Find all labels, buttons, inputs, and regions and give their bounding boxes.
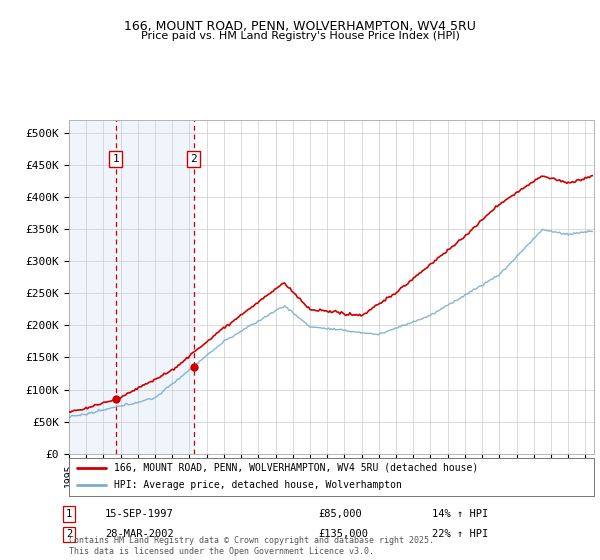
Text: 166, MOUNT ROAD, PENN, WOLVERHAMPTON, WV4 5RU (detached house): 166, MOUNT ROAD, PENN, WOLVERHAMPTON, WV… (113, 463, 478, 473)
Text: 22% ↑ HPI: 22% ↑ HPI (432, 529, 488, 539)
Text: 2: 2 (66, 529, 72, 539)
Text: Contains HM Land Registry data © Crown copyright and database right 2025.
This d: Contains HM Land Registry data © Crown c… (69, 536, 434, 556)
Text: £85,000: £85,000 (318, 509, 362, 519)
Text: Price paid vs. HM Land Registry's House Price Index (HPI): Price paid vs. HM Land Registry's House … (140, 31, 460, 41)
Text: 1: 1 (112, 154, 119, 164)
Text: HPI: Average price, detached house, Wolverhampton: HPI: Average price, detached house, Wolv… (113, 480, 401, 491)
Text: 28-MAR-2002: 28-MAR-2002 (105, 529, 174, 539)
Text: 2: 2 (190, 154, 197, 164)
Bar (69, 120, 194, 454)
Text: £135,000: £135,000 (318, 529, 368, 539)
Text: 15-SEP-1997: 15-SEP-1997 (105, 509, 174, 519)
Text: 1: 1 (66, 509, 72, 519)
Text: 14% ↑ HPI: 14% ↑ HPI (432, 509, 488, 519)
Text: 166, MOUNT ROAD, PENN, WOLVERHAMPTON, WV4 5RU: 166, MOUNT ROAD, PENN, WOLVERHAMPTON, WV… (124, 20, 476, 32)
